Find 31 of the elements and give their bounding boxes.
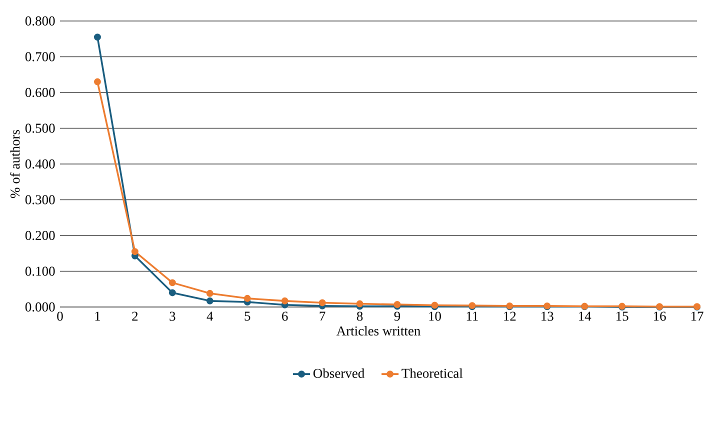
legend-label: Observed <box>313 368 364 378</box>
x-tick-label: 6 <box>282 312 288 321</box>
x-tick-label: 1 <box>95 312 100 321</box>
x-tick-label: 2 <box>132 312 138 321</box>
y-tick-label: 0.500 <box>25 124 55 133</box>
x-axis-title: Articles written <box>336 326 420 336</box>
x-tick-label: 12 <box>504 312 516 321</box>
x-tick-label: 17 <box>691 312 704 321</box>
x-tick-label: 16 <box>654 312 666 321</box>
x-tick-label: 0 <box>57 312 63 321</box>
x-tick-label: 7 <box>320 312 326 321</box>
y-tick-label: 0.400 <box>25 159 55 169</box>
y-tick-label: 0.600 <box>25 88 55 98</box>
x-tick-label: 8 <box>356 312 363 321</box>
y-tick-label: 0.000 <box>25 302 55 312</box>
x-tick-label: 15 <box>616 312 628 321</box>
x-tick-label: 13 <box>542 312 554 321</box>
x-tick-label: 5 <box>244 312 250 321</box>
y-tick-label: 0.800 <box>25 16 55 26</box>
x-tick-label: 4 <box>206 312 214 321</box>
y-axis-title: % of authors <box>10 130 20 198</box>
x-tick-label: 10 <box>429 312 441 321</box>
x-tick-label: 9 <box>394 312 400 321</box>
x-tick-label: 14 <box>579 312 592 321</box>
y-tick-label: 0.700 <box>25 52 55 62</box>
y-tick-label: 0.200 <box>25 230 55 240</box>
y-tick-label: 0.300 <box>25 195 55 204</box>
x-tick-label: 11 <box>466 312 478 321</box>
legend-label: Theoretical <box>402 368 463 378</box>
y-tick-label: 0.100 <box>25 266 55 276</box>
x-tick-label: 3 <box>170 312 176 321</box>
